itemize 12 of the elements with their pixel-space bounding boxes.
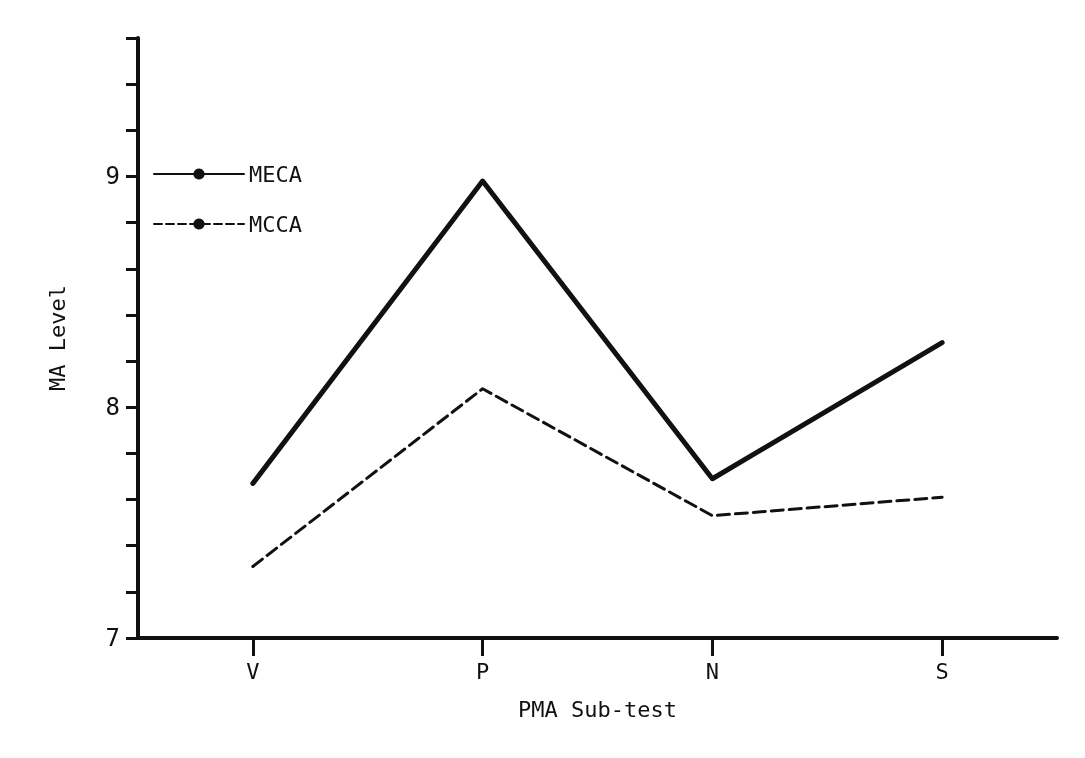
line-series (251, 387, 944, 568)
y-axis-title: MA Level (44, 285, 70, 391)
y-tick-label: 7 (105, 624, 120, 652)
y-tick-label: 8 (105, 393, 120, 422)
x-tick-label: N (705, 658, 719, 684)
x-tick-label: S (935, 658, 949, 684)
x-axis-title: PMA Sub-test (518, 696, 677, 722)
x-tick-label: V (246, 658, 260, 684)
legend-label: MECA (249, 161, 302, 187)
y-tick-label: 9 (105, 162, 120, 191)
legend-label: MCCA (249, 211, 302, 237)
x-tick-label: P (476, 658, 490, 684)
